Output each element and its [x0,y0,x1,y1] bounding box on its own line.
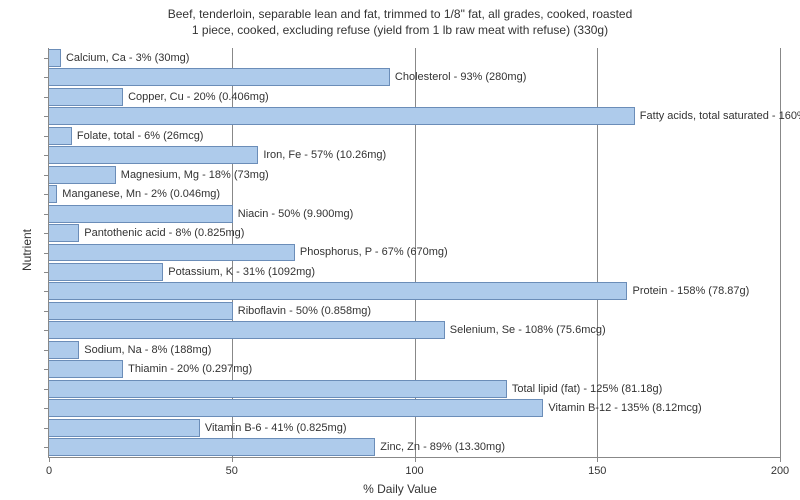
nutrient-bar-label: Sodium, Na - 8% (188mg) [84,344,211,356]
nutrient-bar-label: Magnesium, Mg - 18% (73mg) [121,169,269,181]
nutrient-bar [49,244,295,262]
bar-row: Phosphorus, P - 67% (670mg) [49,245,780,261]
bar-row: Manganese, Mn - 2% (0.046mg) [49,186,780,202]
x-tick [597,457,598,462]
nutrient-bar [49,107,635,125]
nutrient-bar [49,360,123,378]
nutrient-bar [49,341,79,359]
nutrient-bar-label: Manganese, Mn - 2% (0.046mg) [62,188,220,200]
nutrient-bar-label: Riboflavin - 50% (0.858mg) [238,305,371,317]
nutrient-bar-label: Phosphorus, P - 67% (670mg) [300,246,448,258]
bar-row: Thiamin - 20% (0.297mg) [49,361,780,377]
x-axis-label: % Daily Value [363,482,437,496]
nutrient-bar [49,166,116,184]
nutrient-chart: Beef, tenderloin, separable lean and fat… [0,0,800,500]
nutrient-bar [49,419,200,437]
bar-row: Folate, total - 6% (26mcg) [49,128,780,144]
bar-row: Riboflavin - 50% (0.858mg) [49,303,780,319]
bar-row: Total lipid (fat) - 125% (81.18g) [49,381,780,397]
nutrient-bar [49,146,258,164]
bar-row: Vitamin B-12 - 135% (8.12mcg) [49,400,780,416]
nutrient-bar [49,49,61,67]
nutrient-bar-label: Potassium, K - 31% (1092mg) [168,266,315,278]
nutrient-bar-label: Fatty acids, total saturated - 160% (32.… [640,110,800,122]
nutrient-bar-label: Niacin - 50% (9.900mg) [238,208,354,220]
nutrient-bar [49,321,445,339]
nutrient-bar-label: Iron, Fe - 57% (10.26mg) [263,149,386,161]
nutrient-bar [49,224,79,242]
nutrient-bar [49,205,233,223]
nutrient-bar-label: Total lipid (fat) - 125% (81.18g) [512,383,662,395]
bar-row: Zinc, Zn - 89% (13.30mg) [49,439,780,455]
nutrient-bar-label: Vitamin B-12 - 135% (8.12mcg) [548,402,701,414]
x-tick-label: 0 [46,465,52,477]
nutrient-bar [49,263,163,281]
bar-row: Calcium, Ca - 3% (30mg) [49,50,780,66]
nutrient-bar-label: Thiamin - 20% (0.297mg) [128,363,252,375]
nutrient-bar [49,68,390,86]
x-tick-label: 200 [771,465,789,477]
nutrient-bar [49,185,57,203]
bar-row: Niacin - 50% (9.900mg) [49,206,780,222]
bar-row: Sodium, Na - 8% (188mg) [49,342,780,358]
nutrient-bar [49,302,233,320]
x-tick [415,457,416,462]
x-tick [780,457,781,462]
nutrient-bar [49,88,123,106]
nutrient-bar [49,127,72,145]
x-tick [232,457,233,462]
nutrient-bar-label: Selenium, Se - 108% (75.6mcg) [450,324,606,336]
nutrient-bar-label: Protein - 158% (78.87g) [632,285,749,297]
nutrient-bar-label: Cholesterol - 93% (280mg) [395,71,526,83]
bar-row: Iron, Fe - 57% (10.26mg) [49,147,780,163]
nutrient-bar-label: Folate, total - 6% (26mcg) [77,130,204,142]
nutrient-bar [49,438,375,456]
nutrient-bar-label: Vitamin B-6 - 41% (0.825mg) [205,422,347,434]
nutrient-bar [49,282,627,300]
bar-row: Fatty acids, total saturated - 160% (32.… [49,108,780,124]
nutrient-bar-label: Zinc, Zn - 89% (13.30mg) [380,441,505,453]
chart-title-line1: Beef, tenderloin, separable lean and fat… [168,7,633,21]
x-tick [49,457,50,462]
x-tick-label: 50 [226,465,238,477]
nutrient-bar [49,380,507,398]
x-tick-label: 100 [405,465,423,477]
nutrient-bar-label: Pantothenic acid - 8% (0.825mg) [84,227,244,239]
nutrient-bar-label: Calcium, Ca - 3% (30mg) [66,52,189,64]
x-tick-label: 150 [588,465,606,477]
y-axis-label: Nutrient [20,229,34,271]
bar-row: Selenium, Se - 108% (75.6mcg) [49,322,780,338]
bar-row: Magnesium, Mg - 18% (73mg) [49,167,780,183]
bar-row: Cholesterol - 93% (280mg) [49,69,780,85]
plot-area: 050100150200Calcium, Ca - 3% (30mg)Chole… [48,48,780,458]
bar-row: Vitamin B-6 - 41% (0.825mg) [49,420,780,436]
bar-row: Copper, Cu - 20% (0.406mg) [49,89,780,105]
nutrient-bar [49,399,543,417]
bar-row: Pantothenic acid - 8% (0.825mg) [49,225,780,241]
chart-title: Beef, tenderloin, separable lean and fat… [0,0,800,38]
nutrient-bar-label: Copper, Cu - 20% (0.406mg) [128,91,269,103]
bar-row: Potassium, K - 31% (1092mg) [49,264,780,280]
chart-title-line2: 1 piece, cooked, excluding refuse (yield… [192,23,608,37]
bar-row: Protein - 158% (78.87g) [49,283,780,299]
